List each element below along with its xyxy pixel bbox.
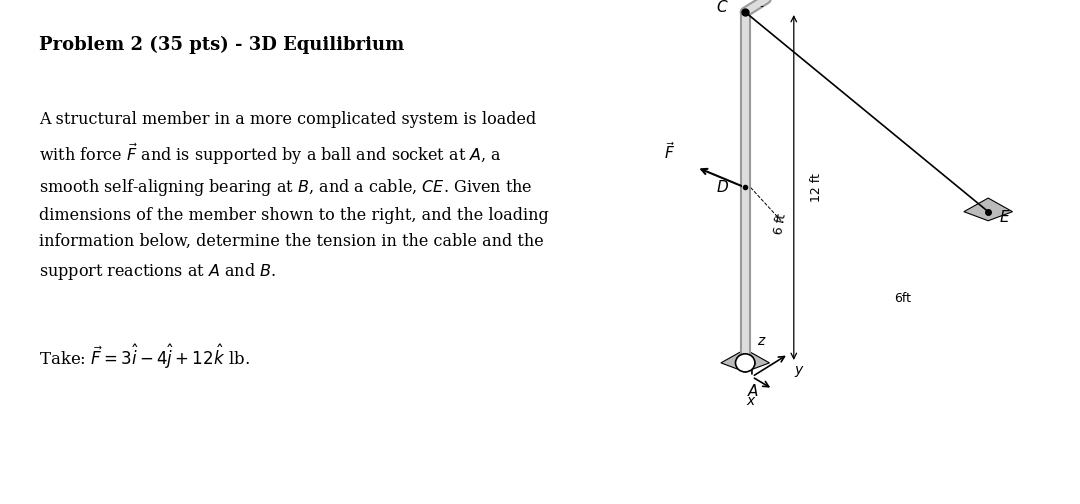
Text: $y$: $y$	[794, 364, 805, 379]
Circle shape	[735, 354, 755, 372]
Text: $z$: $z$	[756, 0, 766, 10]
Text: Problem 2 (35 pts) - 3D Equilibrium: Problem 2 (35 pts) - 3D Equilibrium	[39, 35, 405, 53]
Text: $\vec{F}$: $\vec{F}$	[664, 141, 675, 162]
Text: Take: $\vec{F} = 3\hat{i} - 4\hat{j} + 12\hat{k}$ lb.: Take: $\vec{F} = 3\hat{i} - 4\hat{j} + 1…	[39, 343, 251, 371]
Polygon shape	[963, 198, 1013, 221]
Text: $z$: $z$	[757, 334, 767, 348]
Text: $C$: $C$	[716, 0, 729, 15]
Text: 6 ft: 6 ft	[772, 213, 788, 236]
Text: 6ft: 6ft	[894, 292, 910, 305]
Text: A structural member in a more complicated system is loaded
with force $\vec{F}$ : A structural member in a more complicate…	[39, 111, 549, 282]
Text: $A$: $A$	[747, 383, 759, 399]
Text: 12 ft: 12 ft	[810, 173, 823, 202]
Text: $D$: $D$	[716, 179, 729, 196]
Text: $x$: $x$	[746, 394, 756, 408]
Polygon shape	[721, 349, 769, 372]
Text: $E$: $E$	[999, 209, 1011, 225]
